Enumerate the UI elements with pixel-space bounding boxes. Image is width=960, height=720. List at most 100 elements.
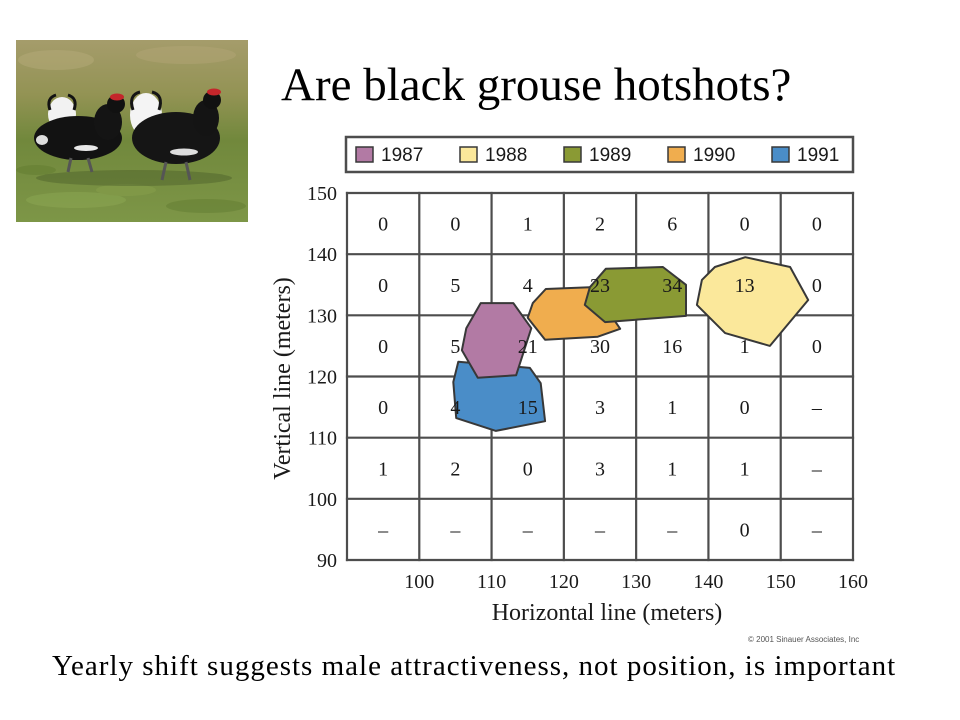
- y-axis-title: Vertical line (meters): [270, 277, 296, 480]
- x-tick-label: 120: [549, 571, 579, 593]
- grouse-left-neck: [94, 104, 122, 140]
- cell-value: –: [811, 519, 823, 541]
- cell-value: 0: [740, 397, 750, 419]
- grouse-left: [34, 93, 125, 173]
- grouse-left-leg: [86, 157, 94, 173]
- x-tick-label: 150: [766, 571, 796, 593]
- y-tick-label: 100: [307, 489, 337, 511]
- cell-value: 30: [590, 336, 610, 358]
- legend-item-1988: 1988: [459, 145, 527, 166]
- cell-value: 23: [590, 275, 610, 297]
- x-tick-label: 130: [621, 571, 651, 593]
- legend-item-1991: 1991: [771, 145, 839, 166]
- cell-value: 13: [735, 275, 755, 297]
- slide-title: Are black grouse hotshots?: [281, 59, 792, 111]
- cell-value: –: [522, 519, 534, 541]
- cell-value: 0: [378, 275, 388, 297]
- copyright-notice: © 2001 Sinauer Associates, Inc: [748, 635, 860, 644]
- x-tick-labels: 100 110 120 130 140 150 160: [404, 571, 868, 593]
- cell-value: 2: [595, 214, 605, 236]
- legend-label-1989: 1989: [589, 145, 631, 166]
- y-tick-label: 110: [308, 428, 337, 450]
- legend-item-1990: 1990: [667, 145, 735, 166]
- grouse-right-wing-bar: [170, 148, 198, 156]
- legend-label-1987: 1987: [381, 145, 423, 166]
- legend-label-1991: 1991: [797, 145, 839, 166]
- territory-polygon-1991: [452, 360, 547, 432]
- cell-value: 0: [450, 214, 460, 236]
- y-tick-label: 90: [317, 550, 337, 572]
- cell-value: 16: [662, 336, 682, 358]
- cell-value: 1: [378, 458, 388, 480]
- cell-value: 3: [595, 458, 605, 480]
- x-axis-title: Horizontal line (meters): [492, 600, 723, 626]
- cell-value: 0: [740, 519, 750, 541]
- legend-swatch-1988: [459, 146, 478, 163]
- cell-value: 1: [740, 458, 750, 480]
- cell-value: 0: [378, 214, 388, 236]
- legend-swatch-1991: [771, 146, 790, 163]
- territory-polygon-1988: [695, 256, 810, 347]
- grouse-right: [130, 88, 221, 181]
- cell-value: 0: [812, 336, 822, 358]
- legend-item-1987: 1987: [355, 145, 423, 166]
- cell-value: –: [449, 519, 461, 541]
- slide-caption: Yearly shift suggests male attractivenes…: [52, 650, 897, 682]
- grouse-right-leg: [160, 161, 168, 181]
- grouse-left-wing-bar: [74, 145, 98, 151]
- cell-value: 1: [667, 458, 677, 480]
- cell-value: 5: [450, 275, 460, 297]
- cell-value: 1: [523, 214, 533, 236]
- cell-value: 0: [812, 275, 822, 297]
- legend-item-1989: 1989: [563, 145, 631, 166]
- cell-value: 4: [450, 397, 460, 419]
- grouse-right-leg: [184, 161, 192, 181]
- cell-value: –: [811, 397, 823, 419]
- legend-swatch-1990: [667, 146, 686, 163]
- cell-value: –: [594, 519, 606, 541]
- photo-illustration: [16, 40, 248, 222]
- x-tick-label: 160: [838, 571, 868, 593]
- legend-swatch-1989: [563, 146, 582, 163]
- grouse-right-comb: [207, 88, 221, 96]
- cell-value: 0: [740, 214, 750, 236]
- y-tick-label: 130: [307, 305, 337, 327]
- cell-value: 4: [523, 275, 533, 297]
- cell-value: 21: [518, 336, 538, 358]
- cell-value: 0: [378, 397, 388, 419]
- cell-values: 0 0 1 2 6 0 00 5 4 23 34 13 00 5 21 30 16 1 00 4 15 3 1 0 –1 2 0 3 1…: [377, 214, 823, 542]
- cell-value: 6: [667, 214, 677, 236]
- cell-value: 5: [450, 336, 460, 358]
- cell-value: 1: [740, 336, 750, 358]
- territory-polygon-1989: [583, 266, 687, 324]
- y-tick-label: 150: [307, 183, 337, 205]
- black-grouse-photo: [16, 40, 248, 222]
- grouse-right-lyre-feathers: [130, 90, 162, 111]
- grouse-right-head: [203, 91, 221, 109]
- cell-value: 0: [378, 336, 388, 358]
- cell-value: 34: [662, 275, 682, 297]
- legend-box: [344, 135, 855, 174]
- cell-value: –: [811, 458, 823, 480]
- grouse-right-neck: [193, 100, 219, 136]
- legend: 1987 1988 1989 1990 1991: [344, 135, 855, 174]
- bird-shadow: [36, 170, 232, 186]
- cell-value: 0: [523, 458, 533, 480]
- x-tick-label: 140: [693, 571, 723, 593]
- lek-territory-chart: 0 0 1 2 6 0 00 5 4 23 34 13 00 5 21 30 16 1 00 4 15 3 1 0 –1 2 0 3 1…: [270, 135, 868, 626]
- y-tick-label: 120: [307, 367, 337, 389]
- legend-swatch-1987: [355, 146, 374, 163]
- grouse-left-comb: [110, 93, 124, 101]
- y-tick-labels: 150 140 130 120 110 100 90: [307, 183, 337, 572]
- territory-polygons: [452, 256, 810, 432]
- grouse-left-leg: [66, 157, 73, 173]
- grouse-left-undertail: [36, 135, 48, 145]
- cell-value: –: [377, 519, 389, 541]
- territory-polygon-1987: [460, 302, 533, 379]
- cell-value: 2: [450, 458, 460, 480]
- grass-texture: [16, 46, 246, 213]
- y-tick-label: 140: [307, 244, 337, 266]
- cell-value: –: [666, 519, 678, 541]
- x-tick-label: 110: [477, 571, 506, 593]
- cell-value: 15: [518, 397, 538, 419]
